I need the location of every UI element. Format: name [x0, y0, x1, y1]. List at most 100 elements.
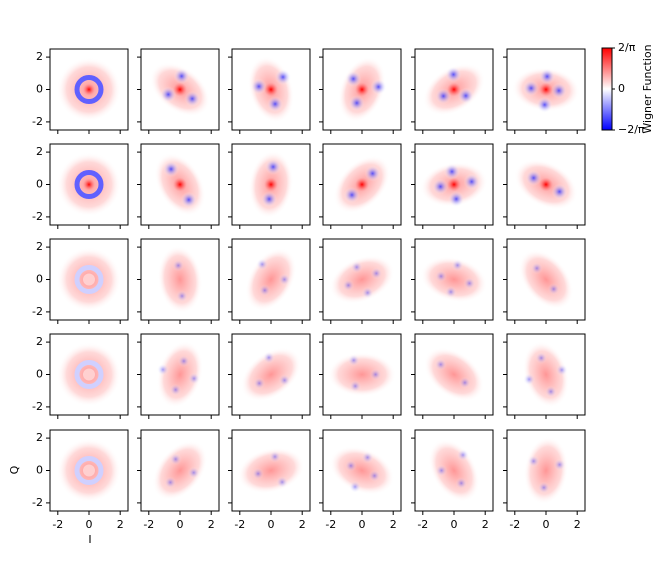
heatmap-dot [347, 354, 360, 367]
heatmap-dot [252, 467, 265, 480]
heatmap-dot [523, 80, 540, 97]
heatmap-center [83, 273, 95, 286]
heatmap-dot [258, 284, 271, 297]
x-tick-label: -2 [143, 518, 154, 531]
x-tick-label: 2 [390, 518, 397, 531]
x-tick-label: -2 [509, 518, 520, 531]
heatmap-center [173, 177, 187, 192]
heatmap-dot [555, 363, 568, 376]
heatmap-blob [328, 352, 396, 397]
heatmap-dot [184, 90, 201, 107]
heatmap [232, 334, 310, 415]
heatmap-dot [267, 95, 284, 112]
heatmap-dot [163, 161, 180, 178]
y-tick-label: -2 [32, 496, 43, 509]
heatmap-dot [369, 368, 382, 381]
heatmap-dot [268, 450, 281, 463]
heatmap-dot [349, 380, 362, 393]
heatmap-center [83, 178, 95, 191]
heatmap [141, 239, 219, 320]
heatmap-dot [535, 352, 548, 365]
x-tick-label: 0 [451, 518, 458, 531]
heatmap [141, 430, 219, 511]
heatmap-dot [361, 451, 374, 464]
heatmap [50, 239, 128, 320]
heatmap [415, 334, 493, 415]
x-tick-label: 2 [299, 518, 306, 531]
heatmap-dot [278, 374, 291, 387]
heatmap-dot [261, 191, 278, 208]
heatmap-dot [463, 277, 476, 290]
heatmap-center [173, 82, 187, 97]
heatmap [507, 334, 585, 415]
heatmap-ring [74, 360, 104, 389]
y-tick-label: 2 [36, 145, 43, 158]
y-tick-label: 2 [36, 431, 43, 444]
heatmap [507, 49, 585, 130]
heatmap [507, 144, 585, 225]
x-tick-label: 0 [86, 518, 93, 531]
heatmap-dot [435, 270, 448, 283]
heatmap-dot [544, 385, 557, 398]
heatmap-dot [156, 363, 169, 376]
heatmap-dot [539, 68, 556, 85]
heatmap-ring [74, 456, 104, 485]
heatmap [232, 144, 310, 225]
heatmap [323, 49, 401, 130]
heatmap-dot [451, 259, 464, 272]
heatmap-dot [435, 464, 448, 477]
x-tick-label: 2 [208, 518, 215, 531]
heatmap-center [83, 368, 95, 381]
heatmap-ring [74, 170, 104, 199]
heatmap-ring [74, 75, 104, 104]
heatmap [323, 430, 401, 511]
heatmap-ring [74, 265, 104, 294]
heatmap-dot [350, 261, 363, 274]
heatmap-dot [253, 377, 266, 390]
x-tick-label: 0 [543, 518, 550, 531]
x-tick-label: 0 [177, 518, 184, 531]
y-tick-label: 2 [36, 335, 43, 348]
heatmap-dot [343, 186, 360, 203]
heatmap-dot [344, 459, 357, 472]
heatmap-dot [342, 279, 355, 292]
heatmap-dot [530, 262, 543, 275]
heatmap-center [83, 83, 95, 96]
heatmap-blob [523, 436, 569, 505]
x-tick-label: 2 [482, 518, 489, 531]
y-tick-label: 0 [36, 464, 43, 477]
heatmap [415, 49, 493, 130]
colorbar-tick-label: 2/π [618, 41, 636, 54]
heatmap-dot [448, 190, 465, 207]
heatmap-dot [265, 158, 282, 175]
heatmap [415, 144, 493, 225]
heatmap-dot [256, 258, 269, 271]
heatmap-dot [278, 273, 291, 286]
heatmap-dot [173, 68, 190, 85]
heatmap [50, 334, 128, 415]
heatmap [323, 144, 401, 225]
heatmap-blob [522, 341, 570, 408]
x-tick-label: -2 [52, 518, 63, 531]
heatmap-dot [550, 82, 567, 99]
colorbar-tick-label: −2/π [618, 123, 645, 136]
heatmap-dot [527, 455, 540, 468]
heatmap [141, 49, 219, 130]
heatmap-dot [349, 480, 362, 493]
heatmap-dot [547, 283, 560, 296]
heatmap [232, 430, 310, 511]
heatmap-dot [368, 469, 381, 482]
heatmap [507, 430, 585, 511]
heatmap [141, 334, 219, 415]
heatmap-dot [169, 453, 182, 466]
y-tick-label: 0 [36, 273, 43, 286]
heatmap-dot [525, 169, 542, 186]
heatmap-dot [262, 351, 275, 364]
x-tick-label: -2 [325, 518, 336, 531]
heatmap [50, 144, 128, 225]
x-tick-label: 2 [574, 518, 581, 531]
heatmap-dot [172, 259, 185, 272]
heatmap-dot [463, 173, 480, 190]
heatmap-dot [187, 466, 200, 479]
heatmap-center [447, 82, 461, 97]
